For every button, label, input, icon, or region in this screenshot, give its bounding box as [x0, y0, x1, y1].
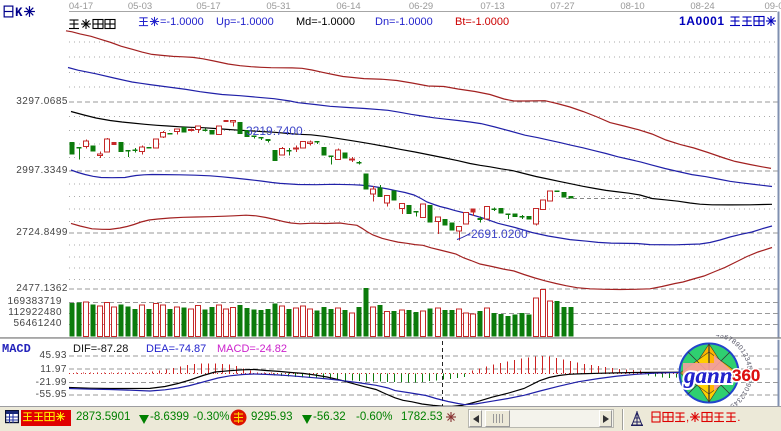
svg-text:gann: gann — [683, 363, 733, 388]
svg-text:360: 360 — [732, 366, 760, 385]
svg-text:360: 360 — [732, 366, 760, 385]
svg-text:gann: gann — [683, 363, 733, 388]
